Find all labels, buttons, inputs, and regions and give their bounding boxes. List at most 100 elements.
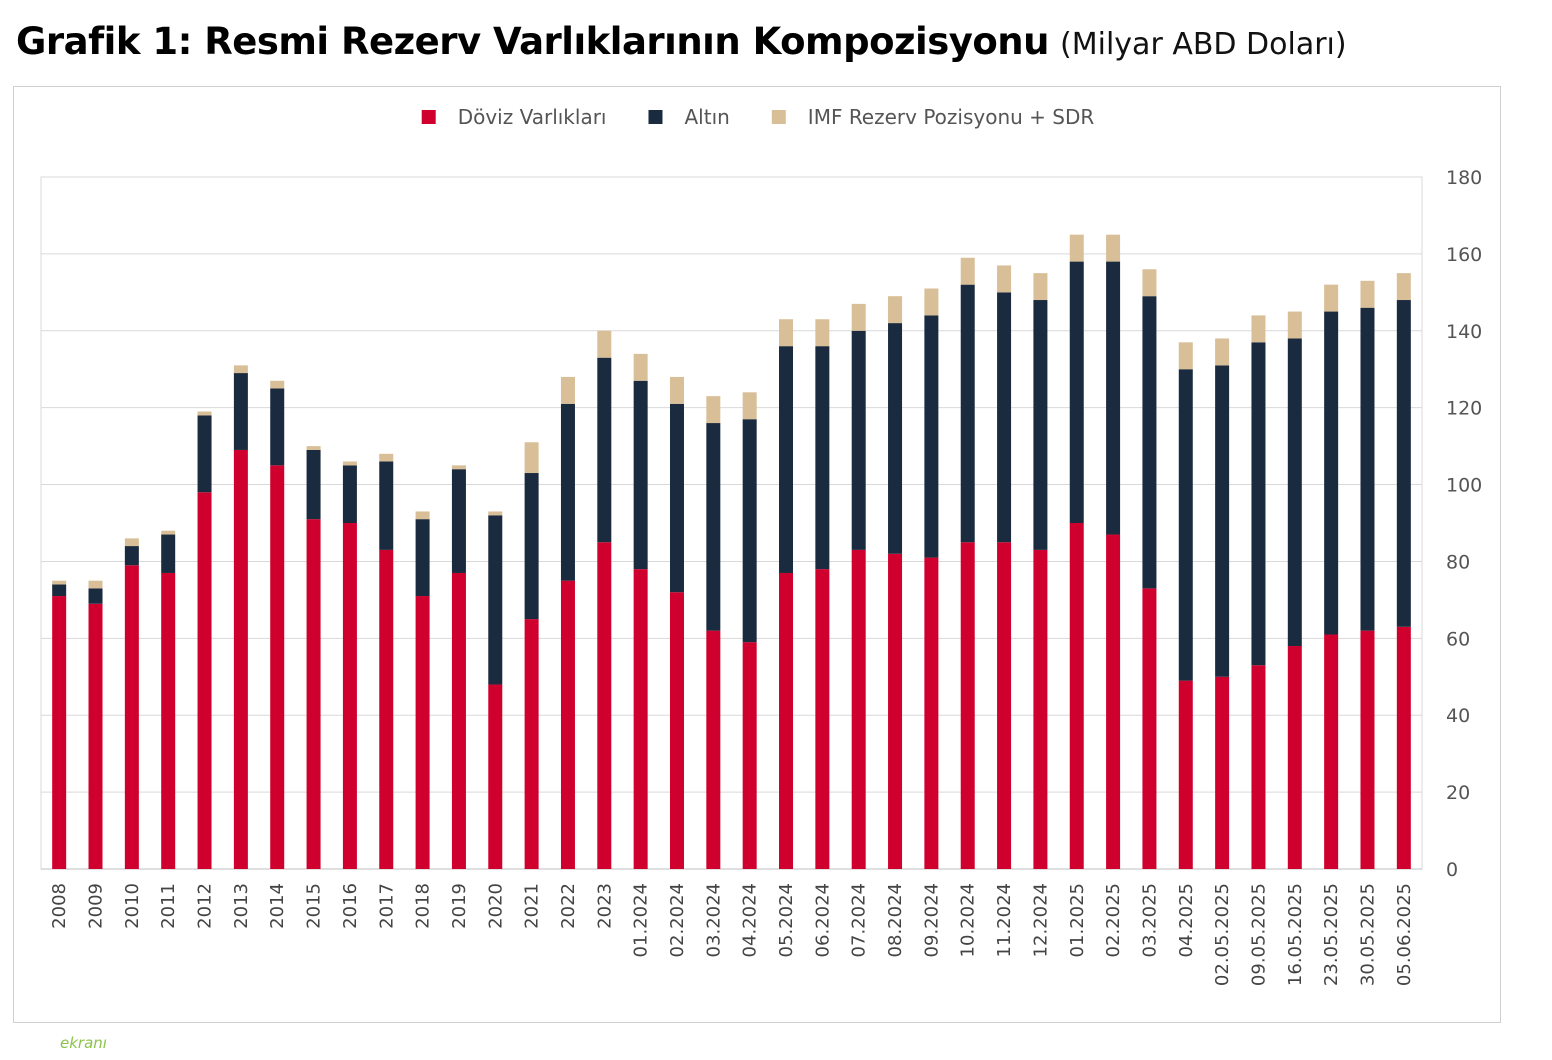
y-tick-label: 140 — [1446, 321, 1482, 343]
y-tick-label: 100 — [1446, 475, 1482, 497]
chart-frame: Döviz Varlıkları Altın IMF Rezerv Pozisyon… — [13, 86, 1501, 1023]
x-tick-label: 2017 — [376, 883, 397, 929]
bar-segment-altin — [88, 588, 103, 604]
bar-segment-doviz — [161, 572, 176, 869]
bar-segment-imf — [1251, 315, 1266, 343]
x-tick-label: 08.2024 — [885, 883, 906, 957]
bar-segment-doviz — [706, 630, 721, 869]
bar-segment-doviz — [742, 642, 757, 869]
bars — [52, 234, 1411, 869]
bar-segment-imf — [706, 396, 721, 424]
x-tick-label: 2022 — [558, 883, 579, 929]
bar-segment-altin — [706, 423, 721, 631]
bar-segment-doviz — [560, 580, 575, 869]
bar-segment-altin — [451, 469, 466, 573]
bar-segment-doviz — [342, 523, 357, 869]
bar-segment-altin — [306, 449, 321, 520]
bar-segment-doviz — [1178, 680, 1193, 869]
x-tick-label: 05.06.2025 — [1394, 883, 1415, 986]
bar-segment-doviz — [451, 572, 466, 869]
bar-segment-altin — [1287, 338, 1302, 647]
x-tick-label: 2015 — [304, 883, 325, 929]
bar-segment-doviz — [1106, 534, 1121, 869]
x-tick-label: 04.2025 — [1176, 883, 1197, 957]
bar-segment-doviz — [597, 542, 612, 869]
bar-segment-imf — [888, 296, 903, 324]
bar-segment-doviz — [306, 519, 321, 869]
bar-segment-altin — [233, 373, 248, 450]
bar-segment-imf — [124, 538, 139, 547]
watermark: ekranı — [60, 1034, 107, 1052]
bar-segment-altin — [669, 403, 684, 593]
bar-segment-doviz — [415, 596, 430, 869]
y-tick-label: 80 — [1446, 551, 1470, 573]
x-tick-label: 11.2024 — [994, 883, 1015, 957]
x-tick-label: 2021 — [522, 883, 543, 929]
x-tick-label: 05.2024 — [776, 883, 797, 957]
bar-segment-doviz — [997, 542, 1012, 869]
y-tick-label: 0 — [1446, 859, 1458, 881]
bar-segment-altin — [815, 346, 830, 570]
bar-segment-doviz — [1033, 549, 1048, 869]
bar-segment-altin — [1396, 300, 1411, 627]
x-tick-label: 2009 — [86, 883, 107, 929]
x-tick-label: 2020 — [485, 883, 506, 929]
bar-segment-imf — [306, 446, 321, 450]
bar-segment-altin — [924, 315, 939, 558]
legend-swatch-doviz — [421, 110, 436, 124]
bar-segment-doviz — [52, 596, 67, 869]
bar-segment-imf — [1106, 234, 1121, 262]
bar-segment-imf — [451, 465, 466, 470]
legend-label-altin: Altın — [684, 105, 729, 129]
x-tick-label: 2013 — [231, 883, 252, 929]
chart-title-row: Grafik 1: Resmi Rezerv Varlıklarının Kom… — [16, 20, 1347, 63]
x-tick-label: 12.2024 — [1030, 883, 1051, 957]
y-tick-label: 180 — [1446, 167, 1482, 189]
bar-segment-imf — [997, 265, 1012, 293]
bar-segment-altin — [1142, 296, 1157, 589]
y-tick-label: 20 — [1446, 782, 1470, 804]
bar-segment-imf — [851, 303, 866, 331]
bar-segment-doviz — [633, 569, 648, 869]
bar-segment-imf — [1142, 269, 1157, 297]
bar-segment-doviz — [779, 572, 794, 869]
bar-segment-altin — [197, 415, 212, 493]
y-tick-label: 60 — [1446, 628, 1470, 650]
bar-segment-imf — [1324, 284, 1339, 312]
bar-segment-altin — [488, 515, 503, 685]
y-tick-label: 160 — [1446, 244, 1482, 266]
bar-segment-doviz — [888, 553, 903, 869]
bar-segment-imf — [342, 461, 357, 466]
bar-segment-altin — [161, 534, 176, 573]
bar-segment-imf — [1360, 280, 1375, 308]
x-tick-label: 03.2024 — [703, 883, 724, 957]
x-tick-label: 23.05.2025 — [1321, 883, 1342, 986]
bar-segment-doviz — [1287, 646, 1302, 869]
bar-segment-doviz — [1142, 588, 1157, 869]
bar-segment-doviz — [197, 492, 212, 869]
bar-segment-altin — [1033, 300, 1048, 550]
bar-segment-doviz — [815, 569, 830, 869]
x-tick-label: 01.2024 — [631, 883, 652, 957]
bar-segment-doviz — [1069, 523, 1084, 869]
bar-segment-altin — [342, 465, 357, 523]
bar-segment-altin — [560, 403, 575, 581]
bar-segment-doviz — [379, 549, 394, 869]
x-tick-label: 02.2025 — [1103, 883, 1124, 957]
x-tick-label: 02.05.2025 — [1212, 883, 1233, 986]
legend-swatch-altin — [648, 110, 663, 124]
bar-segment-doviz — [488, 684, 503, 869]
x-axis-ticks: 2008 2009 2010 2011 2012 2013 2014 2015 2016 2017… — [49, 883, 1415, 986]
x-tick-label: 2016 — [340, 883, 361, 929]
bar-segment-imf — [161, 530, 176, 535]
x-tick-label: 2019 — [449, 883, 470, 929]
bar-segment-doviz — [270, 465, 285, 869]
y-tick-label: 120 — [1446, 398, 1482, 420]
legend-swatch-imf — [771, 110, 786, 124]
x-tick-label: 2018 — [413, 883, 434, 929]
bar-segment-imf — [270, 380, 285, 389]
bar-segment-altin — [888, 323, 903, 554]
bar-segment-imf — [1215, 338, 1230, 366]
legend: Döviz Varlıkları Altın IMF Rezerv Pozisyon… — [421, 105, 1094, 129]
bar-segment-imf — [742, 392, 757, 420]
